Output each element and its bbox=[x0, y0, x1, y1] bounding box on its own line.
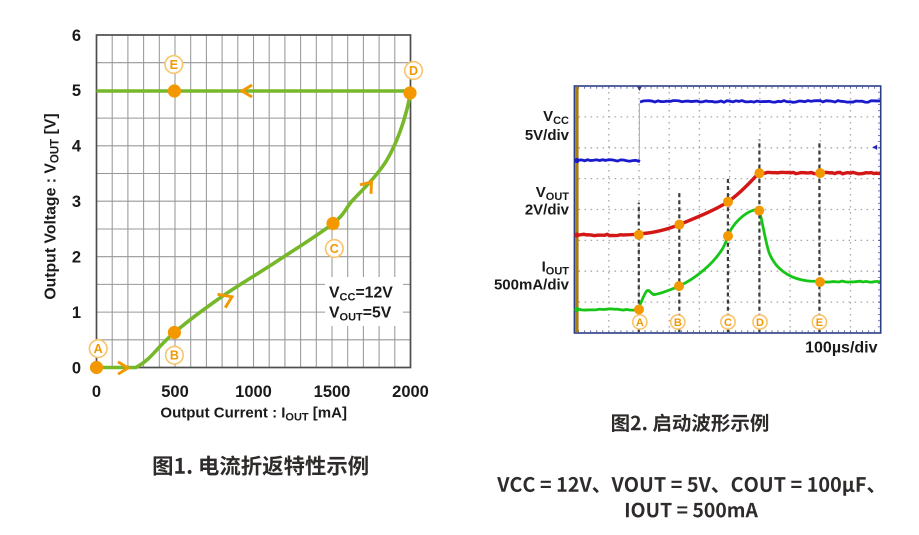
svg-text:D: D bbox=[756, 317, 764, 329]
svg-text:E: E bbox=[170, 58, 178, 72]
svg-text:VCC=12V: VCC=12V bbox=[329, 285, 393, 304]
svg-text:5V/div: 5V/div bbox=[525, 127, 570, 144]
svg-text:3: 3 bbox=[72, 193, 81, 211]
svg-text:500mA/div: 500mA/div bbox=[494, 277, 570, 294]
svg-text:A: A bbox=[94, 342, 103, 356]
svg-text:B: B bbox=[170, 349, 179, 363]
svg-text:5: 5 bbox=[72, 82, 81, 100]
svg-text:D: D bbox=[409, 64, 418, 78]
svg-text:0: 0 bbox=[92, 383, 101, 401]
svg-text:2: 2 bbox=[72, 249, 81, 267]
svg-text:500: 500 bbox=[161, 383, 189, 401]
svg-text:1: 1 bbox=[72, 304, 81, 322]
svg-text:0: 0 bbox=[72, 359, 81, 377]
svg-text:2000: 2000 bbox=[392, 383, 429, 401]
svg-text:C: C bbox=[330, 242, 339, 256]
svg-text:1500: 1500 bbox=[314, 383, 351, 401]
svg-text:4: 4 bbox=[72, 138, 82, 156]
svg-text:Output Current : IOUT [mA]: Output Current : IOUT [mA] bbox=[160, 405, 347, 424]
svg-text:100µs/div: 100µs/div bbox=[805, 340, 877, 357]
svg-text:B: B bbox=[674, 317, 682, 329]
svg-text:A: A bbox=[636, 317, 644, 329]
svg-text:2V/div: 2V/div bbox=[525, 202, 570, 219]
svg-text:1000: 1000 bbox=[235, 383, 272, 401]
svg-text:E: E bbox=[816, 317, 823, 329]
svg-text:6: 6 bbox=[72, 27, 81, 45]
svg-text:C: C bbox=[724, 317, 732, 329]
